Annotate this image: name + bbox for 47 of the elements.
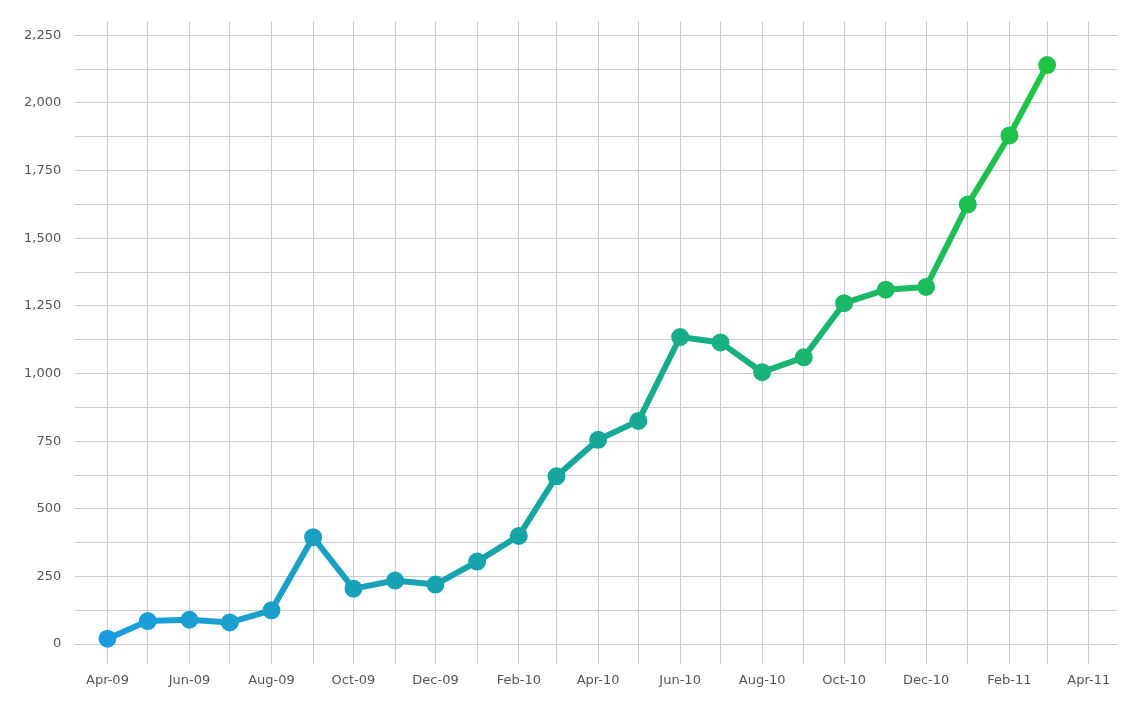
point (671, 328, 690, 347)
point (262, 601, 281, 620)
point (1038, 56, 1057, 75)
point (138, 612, 157, 631)
point (386, 571, 405, 590)
x-tick-label: Feb-11 (987, 671, 1032, 687)
point (426, 575, 445, 594)
y-tick-label: 2,250 (24, 26, 62, 42)
x-tick-label: Dec-09 (412, 671, 459, 687)
point (98, 629, 117, 648)
point (958, 195, 977, 214)
point (629, 411, 648, 430)
x-tick-label: Aug-10 (738, 671, 786, 687)
x-tick-label: Apr-10 (576, 671, 620, 687)
y-tick-label: 250 (36, 567, 62, 583)
point (835, 294, 854, 313)
y-tick-label: 0 (52, 635, 62, 651)
x-tick-label: Apr-09 (86, 671, 129, 687)
x-tick-label: Aug-09 (248, 671, 295, 687)
point (917, 277, 936, 296)
point (180, 610, 199, 629)
point (794, 348, 813, 367)
point (220, 613, 239, 632)
point (753, 363, 772, 382)
point (547, 467, 566, 486)
point (344, 579, 363, 598)
x-tick-label: Jun-09 (167, 671, 211, 687)
point (711, 333, 730, 352)
y-tick-label: 1,750 (24, 161, 62, 177)
x-tick-label: Feb-10 (496, 671, 541, 687)
x-tick-label: Dec-10 (902, 671, 950, 687)
point (468, 552, 487, 571)
y-tick-label: 1,500 (24, 229, 62, 245)
y-tick-label: 750 (36, 432, 62, 448)
y-tick-label: 2,000 (24, 94, 62, 110)
x-tick-label: Oct-09 (331, 671, 376, 687)
point (1000, 126, 1019, 145)
x-tick-label: Apr-11 (1067, 671, 1111, 687)
x-tick-label: Jun-10 (658, 671, 701, 687)
x-tick-label: Oct-10 (822, 671, 866, 687)
point (589, 430, 608, 449)
y-tick-label: 500 (36, 500, 62, 516)
point (304, 528, 323, 547)
y-tick-label: 1,000 (24, 364, 62, 380)
y-tick-label: 1,250 (24, 297, 62, 313)
point (876, 280, 895, 299)
point (509, 526, 528, 545)
